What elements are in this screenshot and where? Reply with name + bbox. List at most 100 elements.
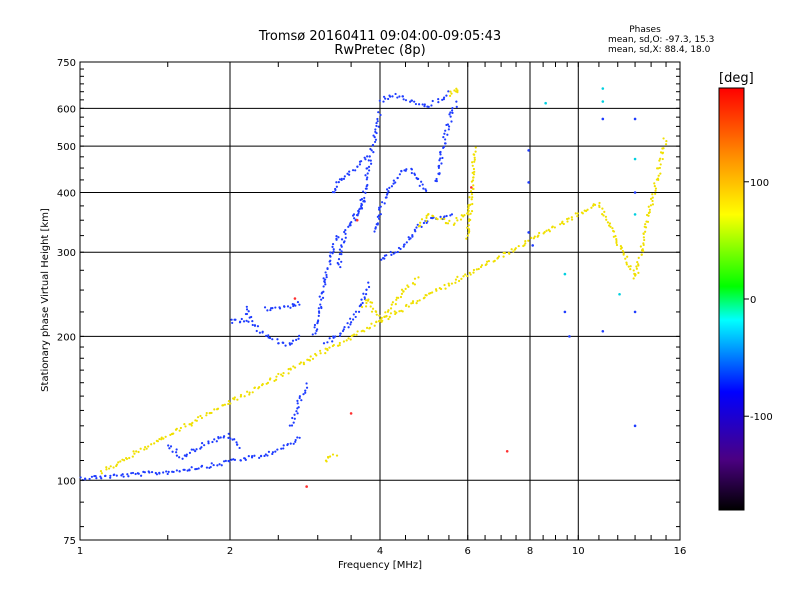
- data-point: [642, 249, 645, 253]
- data-point: [439, 153, 442, 156]
- data-point: [323, 280, 326, 283]
- data-point: [289, 368, 292, 371]
- data-point: [633, 424, 637, 428]
- data-point: [375, 310, 378, 313]
- data-point: [598, 205, 601, 209]
- data-point: [462, 215, 465, 218]
- data-point: [435, 177, 438, 181]
- data-point: [444, 138, 447, 141]
- data-point: [359, 304, 362, 307]
- data-point: [349, 317, 352, 320]
- data-point: [407, 236, 410, 239]
- data-point: [295, 410, 298, 413]
- data-point: [360, 160, 363, 163]
- x-tick-label: 10: [572, 546, 585, 557]
- data-point: [278, 307, 282, 310]
- data-point: [298, 436, 301, 439]
- data-point: [388, 315, 391, 318]
- data-point: [222, 404, 225, 407]
- data-point: [661, 147, 664, 150]
- data-point: [527, 239, 530, 242]
- colorbar: [718, 87, 745, 511]
- data-point: [305, 485, 308, 488]
- data-point: [90, 475, 94, 478]
- data-point: [331, 191, 334, 194]
- data-point: [322, 290, 325, 293]
- data-point: [353, 333, 356, 336]
- data-point: [344, 232, 347, 235]
- data-point: [243, 395, 246, 398]
- data-point: [373, 140, 377, 144]
- data-point: [215, 440, 218, 443]
- data-point: [417, 225, 421, 228]
- data-point: [392, 252, 395, 255]
- data-point: [415, 301, 418, 305]
- data-point: [576, 212, 579, 215]
- data-point: [291, 339, 295, 342]
- data-point: [192, 448, 195, 451]
- data-point: [195, 448, 198, 451]
- data-point: [658, 166, 661, 170]
- data-point: [654, 187, 658, 190]
- data-point: [356, 165, 359, 168]
- data-point: [659, 151, 663, 154]
- data-point: [394, 181, 397, 184]
- data-point: [108, 467, 111, 470]
- data-point: [185, 453, 188, 456]
- data-point: [277, 372, 280, 376]
- data-point: [364, 305, 368, 308]
- data-point: [156, 440, 159, 443]
- data-point: [298, 303, 301, 306]
- data-point: [387, 309, 390, 312]
- data-point: [316, 328, 319, 331]
- data-point: [332, 248, 335, 251]
- data-point: [487, 259, 491, 263]
- data-point: [543, 231, 546, 234]
- data-point: [561, 220, 564, 223]
- data-point: [324, 352, 327, 355]
- data-point: [340, 244, 343, 247]
- data-point: [295, 338, 298, 341]
- data-point: [79, 476, 82, 479]
- data-point: [182, 468, 185, 471]
- data-point: [440, 217, 443, 220]
- data-point: [268, 336, 272, 340]
- data-point: [282, 444, 285, 447]
- data-point: [229, 437, 232, 440]
- data-point: [423, 103, 426, 106]
- data-points: [79, 87, 668, 488]
- chart-title: Tromsø 20160411 09:04:00-09:05:43: [258, 29, 501, 44]
- data-point: [139, 447, 142, 450]
- data-point: [419, 221, 422, 224]
- data-point: [291, 416, 294, 420]
- data-point: [413, 228, 416, 232]
- data-point: [653, 182, 656, 185]
- data-point: [395, 298, 398, 301]
- data-point: [605, 218, 608, 221]
- data-point: [377, 111, 380, 114]
- data-point: [282, 372, 285, 375]
- data-point: [293, 417, 296, 420]
- data-point: [649, 204, 653, 207]
- data-point: [354, 310, 358, 313]
- data-point: [331, 252, 334, 255]
- data-point: [150, 470, 154, 474]
- data-point: [635, 265, 638, 268]
- data-point: [425, 216, 428, 219]
- data-point: [362, 190, 365, 193]
- data-point: [251, 320, 254, 323]
- data-point: [449, 111, 452, 114]
- data-point: [653, 185, 656, 188]
- data-point: [326, 267, 329, 270]
- data-point: [392, 182, 395, 185]
- data-point: [122, 475, 125, 478]
- data-point: [401, 95, 404, 98]
- data-point: [271, 307, 274, 310]
- data-point: [369, 159, 372, 162]
- data-point: [292, 365, 295, 368]
- data-point: [338, 344, 341, 347]
- data-point: [398, 310, 401, 313]
- data-point: [400, 288, 404, 291]
- data-point: [464, 273, 467, 276]
- data-point: [470, 210, 474, 213]
